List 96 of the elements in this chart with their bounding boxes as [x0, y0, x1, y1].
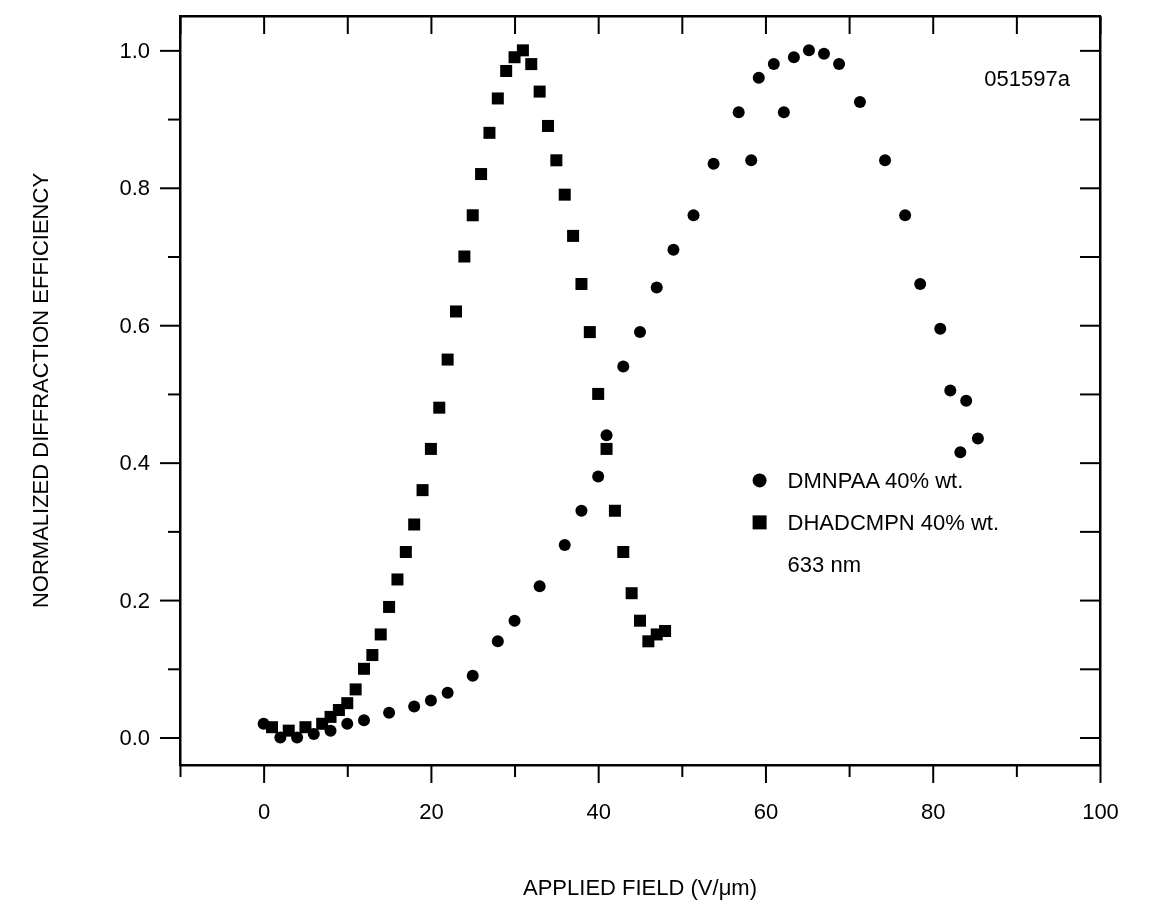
point	[424, 694, 437, 707]
point	[399, 545, 412, 558]
point	[707, 157, 720, 170]
point	[567, 229, 580, 242]
point	[625, 587, 638, 600]
point	[634, 614, 646, 627]
point	[550, 154, 563, 167]
point	[516, 44, 529, 57]
point	[558, 188, 571, 201]
y-axis-title: NORMALIZED DIFFRACTION EFFICIENCY	[28, 172, 53, 609]
point	[558, 539, 571, 552]
point	[408, 700, 421, 713]
point	[424, 442, 437, 455]
point	[777, 106, 790, 119]
point	[667, 243, 680, 256]
point	[358, 662, 370, 675]
point	[600, 429, 613, 442]
point	[475, 168, 488, 181]
point	[853, 95, 866, 108]
point	[508, 614, 521, 627]
point	[879, 154, 892, 167]
x-tick-label: 20	[419, 798, 444, 824]
point	[358, 714, 370, 727]
point	[971, 432, 984, 445]
x-axis-title: APPLIED FIELD (V/μm)	[523, 875, 757, 900]
y-tick-label: 0.0	[119, 725, 150, 751]
y-tick-label: 0.4	[119, 450, 150, 476]
point	[383, 706, 396, 719]
point	[366, 649, 379, 662]
point	[266, 721, 278, 734]
point	[441, 353, 454, 366]
point	[450, 305, 462, 318]
point	[934, 322, 947, 335]
point	[416, 484, 429, 497]
point	[533, 580, 546, 593]
x-tick-label: 0	[258, 798, 271, 824]
y-tick-label: 0.6	[119, 312, 150, 338]
point	[383, 600, 396, 613]
point	[687, 209, 700, 222]
legend-label: DHADCMPN 40% wt.	[787, 510, 1000, 536]
point	[944, 384, 957, 397]
point	[575, 504, 588, 517]
point	[583, 326, 596, 339]
point	[408, 518, 421, 531]
x-tick-label: 80	[920, 798, 946, 824]
point	[466, 669, 479, 682]
x-tick-label: 60	[753, 798, 779, 824]
point	[374, 628, 387, 641]
point	[600, 442, 613, 455]
point	[542, 119, 554, 132]
point	[441, 686, 454, 699]
point	[659, 625, 672, 638]
annotation: 633 nm	[787, 552, 861, 578]
point	[433, 401, 446, 414]
point	[466, 209, 479, 222]
point	[802, 44, 815, 57]
point	[458, 250, 471, 263]
point	[767, 58, 780, 71]
point	[899, 209, 912, 222]
point	[833, 58, 846, 71]
annotation: 051597a	[984, 66, 1071, 91]
point	[491, 92, 504, 105]
point	[307, 728, 320, 741]
point	[575, 277, 588, 290]
point	[818, 47, 830, 60]
point	[500, 64, 513, 77]
point	[525, 58, 538, 71]
point	[341, 697, 354, 710]
point	[349, 683, 362, 696]
point	[299, 721, 312, 734]
point	[341, 717, 354, 730]
point	[483, 126, 496, 139]
point	[617, 360, 630, 373]
point	[592, 470, 605, 483]
x-tick-label: 100	[1082, 798, 1119, 824]
x-tick-label: 40	[586, 798, 611, 824]
point	[391, 573, 404, 586]
y-tick-label: 1.0	[119, 37, 150, 63]
point	[960, 394, 973, 407]
point	[634, 326, 646, 339]
point	[282, 724, 295, 737]
point	[752, 71, 765, 84]
y-tick-label: 0.2	[119, 587, 150, 613]
point	[491, 635, 504, 648]
point	[533, 85, 546, 98]
point	[954, 446, 967, 459]
point	[650, 281, 663, 294]
point	[914, 277, 927, 290]
point	[745, 154, 758, 167]
point	[787, 51, 800, 64]
point	[608, 504, 621, 517]
point	[732, 106, 745, 119]
point	[592, 387, 605, 400]
y-tick-label: 0.8	[119, 175, 150, 201]
legend-label: DMNPAA 40% wt.	[787, 468, 964, 494]
point	[617, 545, 630, 558]
